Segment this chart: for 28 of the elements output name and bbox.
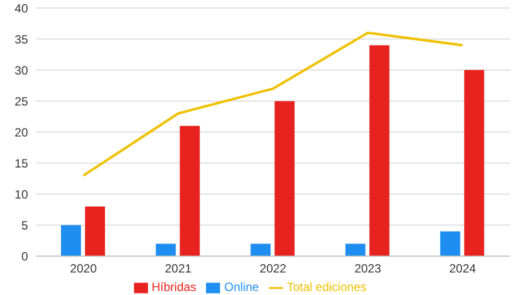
bar <box>440 231 460 256</box>
bar <box>61 225 81 256</box>
bar <box>274 101 295 256</box>
x-tick-label: 2021 <box>164 262 192 276</box>
bar <box>180 126 200 256</box>
legend-label: Híbridas <box>152 280 196 294</box>
legend-label: Online <box>224 280 259 294</box>
bar <box>464 70 484 256</box>
y-tick-label: 40 <box>14 1 28 16</box>
bar <box>156 244 176 256</box>
x-tick-label: 2022 <box>260 262 287 276</box>
x-tick-label: 2020 <box>70 262 98 276</box>
y-tick-label: 20 <box>14 125 28 140</box>
y-tick-label: 30 <box>14 63 28 78</box>
x-tick-label: 2023 <box>354 262 382 276</box>
y-tick-label: 5 <box>21 218 28 232</box>
y-tick-label: 0 <box>21 249 28 264</box>
x-tick-label: 2024 <box>449 262 476 276</box>
bar <box>250 244 271 256</box>
bar <box>345 244 366 256</box>
line-series <box>82 32 464 177</box>
legend-label: Total ediciones <box>286 280 366 294</box>
y-tick-label: 25 <box>14 94 28 108</box>
bar <box>85 206 105 256</box>
y-tick-label: 10 <box>14 187 28 202</box>
y-tick-label: 15 <box>14 156 28 170</box>
y-tick-label: 35 <box>14 32 28 46</box>
bar <box>369 45 390 256</box>
